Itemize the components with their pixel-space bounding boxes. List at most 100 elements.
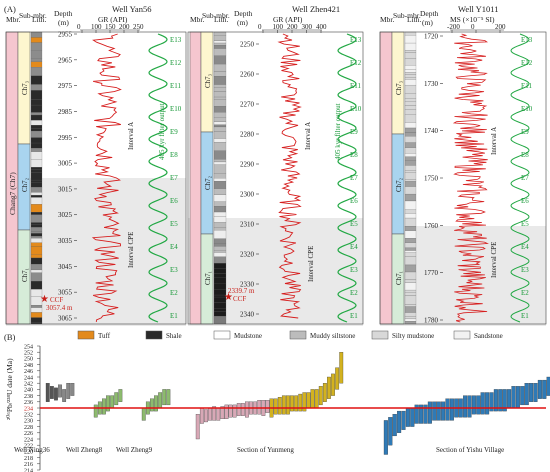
e-labels-zhen421: E13 E12 E11 E10 E9 E8 E7 E6 E5 E4 E3 E2 E1: [350, 36, 362, 320]
date-bar: [70, 383, 75, 396]
date-bar: [419, 404, 424, 424]
date-bar: [224, 404, 229, 419]
date-bar: [162, 389, 167, 406]
date-bar: [220, 406, 225, 420]
e-cycle-label: E3: [170, 266, 178, 274]
date-bar: [471, 395, 476, 415]
y-tick-label: 226: [24, 431, 33, 437]
date-bar: [441, 401, 446, 421]
y-tick-label: 230: [24, 419, 33, 425]
e-cycle-label: E4: [350, 243, 358, 251]
e-cycle-label: E9: [521, 128, 529, 136]
legend-swatch: [371, 330, 389, 340]
legend-swatch: [77, 330, 95, 340]
hdr-lith: Lith.: [407, 15, 421, 24]
date-bar: [102, 398, 106, 415]
e-cycle-label: E7: [521, 174, 529, 182]
sub-label: Ch7₁: [21, 268, 29, 282]
date-bar: [114, 392, 119, 406]
ccf-label: CCF: [50, 296, 63, 304]
date-bar: [257, 400, 262, 415]
depth-tick-label: 1760: [424, 222, 439, 230]
filter-label: 405 kyr filter output: [158, 103, 166, 160]
gr-axis-zhen421: 0 100 200 300 400: [258, 23, 327, 33]
e-cycle-label: E12: [521, 59, 533, 67]
date-bar: [445, 398, 450, 421]
date-bar: [489, 392, 494, 412]
date-bar: [195, 414, 200, 440]
date-bar: [467, 395, 472, 418]
date-bar: [322, 383, 327, 402]
date-bar: [118, 389, 123, 402]
date-bar: [449, 398, 454, 421]
depth-tick-label: 2995: [58, 134, 73, 142]
date-bar: [236, 403, 241, 416]
legend-label: Muddy siltstone: [310, 332, 355, 340]
date-bar: [290, 395, 294, 412]
hdr-sub: Sub-mbr.: [19, 11, 47, 20]
curve-tick-label: 200: [119, 23, 130, 31]
e-cycle-label: E2: [170, 289, 178, 297]
hdr-depth: Depth: [54, 9, 73, 18]
date-bar: [480, 392, 485, 415]
y-tick-label: 228: [24, 425, 33, 431]
e-cycle-label: E5: [521, 220, 529, 228]
curve-tick-label: 150: [105, 23, 116, 31]
section-label: Well Ning36: [14, 446, 50, 454]
e-cycle-label: E3: [350, 266, 358, 274]
gr-axis-yan56: 0 100 150 200 250: [77, 23, 144, 33]
date-bar: [502, 389, 507, 412]
depth-tick-label: 2320: [240, 251, 255, 259]
date-bar: [507, 389, 512, 409]
y-tick-label: 246: [24, 369, 33, 375]
date-bar: [327, 376, 331, 399]
date-bar: [150, 398, 154, 412]
y-tick-label: 236: [24, 400, 33, 406]
e-cycle-label: E9: [350, 128, 358, 136]
section-label: Well Zheng8: [66, 446, 103, 454]
y-tick-label: 244: [24, 375, 33, 381]
date-bar: [302, 392, 307, 412]
date-bar: [265, 400, 270, 413]
legend-swatch: [145, 330, 163, 340]
gr-curve-zhen421: [277, 33, 302, 319]
interval-a-label: Interval A: [304, 122, 312, 150]
depth-tick-label: 1780: [424, 317, 439, 325]
section-label: Well Zheng9: [116, 446, 153, 454]
date-bar: [485, 392, 490, 415]
e-cycle-label: E13: [350, 36, 362, 44]
e-cycle-label: E8: [170, 151, 178, 159]
e-cycle-label: E8: [350, 151, 358, 159]
depth-tick-label: 2955: [58, 31, 73, 39]
depth-tick-label: 3045: [58, 263, 73, 271]
curve-tick-label: 200: [287, 23, 298, 31]
hdr-depth-unit: (m): [422, 18, 433, 27]
e-cycle-label: E1: [170, 312, 178, 320]
e-cycle-label: E12: [170, 59, 182, 67]
date-bar: [277, 396, 282, 415]
depth-tick-label: 1740: [424, 127, 439, 135]
e-cycle-label: E6: [521, 197, 529, 205]
e-cycle-label: E5: [170, 220, 178, 228]
date-bar: [546, 376, 550, 396]
y-tick-label: 248: [24, 363, 33, 369]
interval-cpe-label: Interval CPE: [490, 242, 498, 278]
e-cycle-label: E10: [170, 105, 182, 113]
lithology-column-zhen421: [213, 31, 227, 325]
curve-tick-label: 0: [258, 23, 262, 31]
interval-a-label: Interval A: [490, 127, 498, 155]
e-cycle-label: E1: [350, 312, 358, 320]
sub-label: Ch7₁: [395, 271, 403, 285]
e-cycle-label: E8: [521, 151, 529, 159]
depth-tick-label: 3025: [58, 211, 73, 219]
y-tick-label: 224: [24, 437, 33, 443]
depth-axis-zhen421: 2250 2260 2270 2280 2290 2300 2310 2320 2330 2340: [240, 41, 259, 319]
depth-axis-yan56: 2955 2965 2975 2985 2995 3005 3015 3025 3035 3045…: [58, 31, 77, 323]
e-cycle-label: E3: [521, 266, 529, 274]
well-zhen421-title: Well Zhen421: [292, 4, 340, 14]
y-tick-label: 242: [24, 382, 33, 388]
date-bar: [228, 404, 233, 418]
svg-text:★: ★: [40, 294, 49, 305]
hdr-lith: Lith.: [32, 15, 46, 24]
u-pb-date-chart: 2142162182202222242262282302322342362382…: [24, 344, 550, 472]
